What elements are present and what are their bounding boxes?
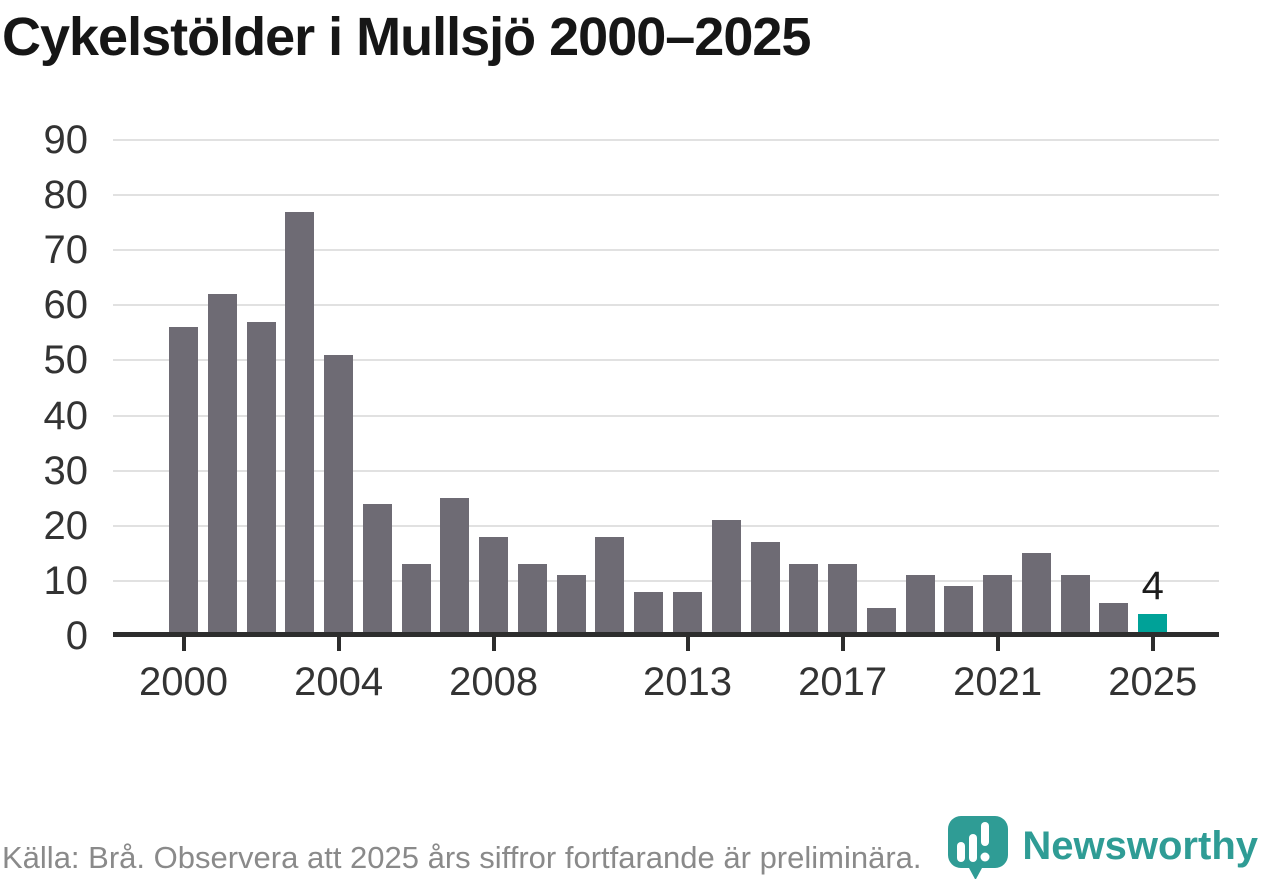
bar-2025	[1138, 613, 1168, 636]
y-axis-label-10: 10	[43, 558, 89, 603]
y-axis-label-80: 80	[43, 173, 89, 218]
bar-2015	[750, 542, 780, 636]
x-tick-2013	[685, 637, 690, 651]
bar-2004	[324, 354, 354, 636]
x-axis-label-2008: 2008	[449, 660, 539, 704]
bar-2000	[169, 327, 198, 636]
bar-2018	[866, 608, 896, 636]
bar-2006	[401, 564, 431, 636]
gridline-y-60	[113, 304, 1219, 307]
gridline-y-50	[113, 359, 1219, 362]
y-axis-label-90: 90	[43, 118, 89, 162]
x-tick-2021	[995, 637, 1000, 651]
x-axis-label-2000: 2000	[139, 660, 228, 704]
x-axis-label-2004: 2004	[294, 660, 384, 704]
bar-2013	[673, 591, 702, 636]
y-axis-label-30: 30	[43, 448, 89, 493]
bar-2019	[905, 575, 935, 636]
newsworthy-wordmark: Newsworthy	[1022, 824, 1258, 868]
gridline-y-70	[113, 249, 1219, 252]
gridline-y-80	[113, 194, 1219, 197]
y-axis-label-0: 0	[65, 614, 88, 658]
x-tick-2025	[1150, 637, 1155, 651]
bar-2003	[285, 211, 315, 636]
y-axis-label-70: 70	[43, 228, 89, 273]
bar-2016	[789, 564, 819, 636]
bar-2009	[517, 564, 547, 636]
x-tick-2004	[336, 637, 341, 651]
bar-2012	[634, 591, 664, 636]
bar-2008	[479, 536, 509, 636]
bar-2024	[1099, 602, 1129, 636]
gridline-y-90	[113, 139, 1219, 141]
x-axis-label-2017: 2017	[798, 660, 888, 704]
y-axis-label-20: 20	[43, 503, 89, 548]
bar-2011	[595, 536, 625, 636]
y-axis-label-50: 50	[43, 338, 89, 383]
bar-2021	[983, 575, 1013, 636]
bar-2022	[1021, 553, 1051, 636]
x-axis-label-2025: 2025	[1108, 660, 1198, 704]
bar-2005	[362, 503, 392, 636]
bar-2017	[828, 564, 858, 636]
y-axis-label-40: 40	[43, 393, 89, 438]
x-tick-2000	[181, 637, 186, 651]
x-tick-2008	[491, 637, 496, 651]
bar-2007	[440, 498, 470, 636]
y-axis-label-60: 60	[43, 283, 89, 328]
gridline-y-20	[113, 524, 1219, 527]
bar-value-label-2025: 4	[1141, 563, 1164, 608]
x-tick-2017	[840, 637, 845, 651]
newsworthy-pin-barchart-icon	[948, 816, 1008, 879]
bar-2010	[556, 575, 586, 636]
bar-2014	[711, 520, 741, 636]
gridline-y-30	[113, 469, 1219, 472]
x-axis-label-2013: 2013	[643, 660, 732, 704]
x-axis-label-2021: 2021	[953, 660, 1043, 704]
chart-title: Cykelstölder i Mullsjö 2000–2025	[2, 7, 811, 67]
bar-2023	[1060, 575, 1090, 636]
bar-2020	[944, 586, 974, 636]
bar-2001	[207, 294, 237, 636]
x-axis-line	[113, 632, 1219, 637]
source-note: Källa: Brå. Observera att 2025 års siffr…	[2, 840, 922, 875]
bar-2002	[246, 321, 276, 636]
gridline-y-40	[113, 414, 1219, 417]
gridline-y-10	[113, 579, 1219, 582]
